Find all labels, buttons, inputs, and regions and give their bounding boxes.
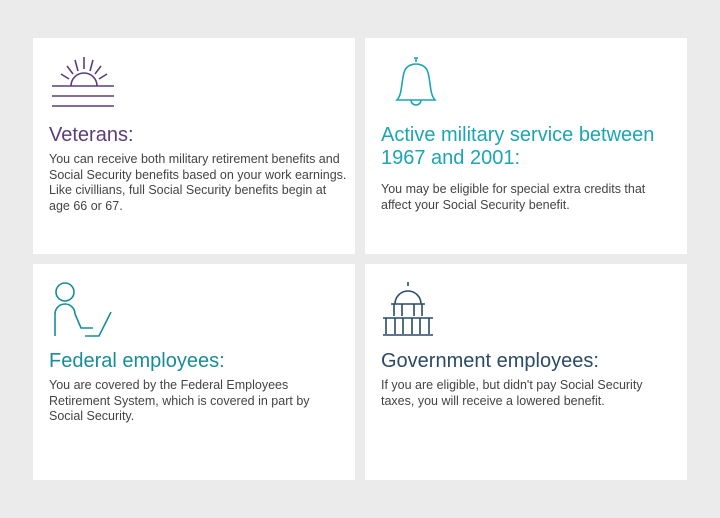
card-body: You are covered by the Federal Employees… <box>49 378 310 423</box>
card-title: Veterans: <box>49 124 134 146</box>
card-body: You may be eligible for special extra cr… <box>381 182 646 212</box>
sunrise-icon <box>52 57 114 107</box>
card-title: Active military service between 1967 and… <box>381 124 655 169</box>
card-active-military: Active military service between 1967 and… <box>365 38 687 254</box>
bell-icon <box>395 57 437 106</box>
person-at-laptop-icon <box>54 282 112 337</box>
card-veterans: Veterans: You can receive both military … <box>33 38 355 254</box>
card-title: Federal employees: <box>49 350 225 372</box>
card-government-employees: Government employees: If you are eligibl… <box>365 264 687 480</box>
capitol-building-icon <box>383 282 433 336</box>
card-title: Government employees: <box>381 350 599 372</box>
card-federal-employees: Federal employees: You are covered by th… <box>33 264 355 480</box>
card-body: If you are eligible, but didn't pay Soci… <box>381 378 643 408</box>
card-body: You can receive both military retirement… <box>49 152 347 213</box>
